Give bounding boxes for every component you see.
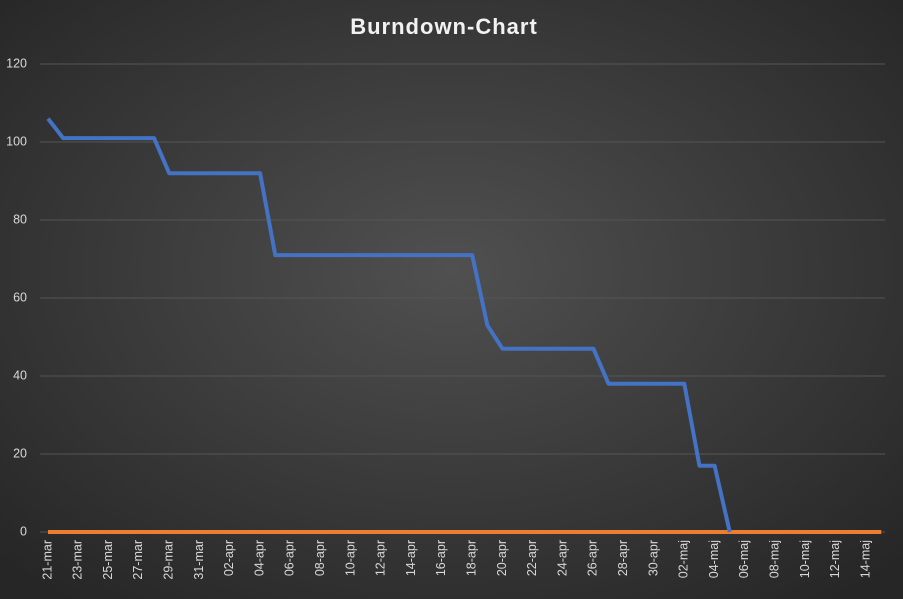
x-tick-label: 12-apr — [374, 540, 388, 576]
x-tick-label: 08-maj — [767, 540, 781, 578]
x-tick-label: 27-mar — [131, 540, 145, 580]
x-tick-label: 16-apr — [434, 540, 448, 576]
x-tick-label: 21-mar — [40, 540, 54, 580]
y-tick-label: 100 — [6, 134, 27, 148]
x-tick-label: 24-apr — [555, 540, 569, 576]
x-tick-label: 25-mar — [101, 540, 115, 580]
y-tick-label: 20 — [13, 446, 27, 460]
y-tick-label: 120 — [6, 56, 27, 70]
x-tick-label: 31-mar — [192, 540, 206, 580]
x-tick-label: 08-apr — [313, 540, 327, 576]
x-tick-label: 02-maj — [677, 540, 691, 578]
chart-title: Burndown-Chart — [350, 14, 538, 39]
x-tick-label: 06-apr — [283, 540, 297, 576]
x-tick-label: 30-apr — [646, 540, 660, 576]
x-tick-label: 29-mar — [161, 540, 175, 580]
x-tick-label: 14-apr — [404, 540, 418, 576]
x-tick-label: 26-apr — [586, 540, 600, 576]
x-tick-label: 06-maj — [737, 540, 751, 578]
x-tick-label: 02-apr — [222, 540, 236, 576]
series-line — [46, 117, 732, 533]
x-tick-label: 18-apr — [464, 540, 478, 576]
x-tick-label: 23-mar — [71, 540, 85, 580]
y-tick-label: 60 — [13, 290, 27, 304]
x-tick-label: 10-maj — [798, 540, 812, 578]
x-tick-label: 04-maj — [707, 540, 721, 578]
y-tick-label: 40 — [13, 368, 27, 382]
y-tick-label: 0 — [20, 524, 27, 538]
x-tick-label: 22-apr — [525, 540, 539, 576]
x-tick-label: 12-maj — [828, 540, 842, 578]
x-tick-label: 10-apr — [343, 540, 357, 576]
x-tick-label: 20-apr — [495, 540, 509, 576]
x-tick-label: 28-apr — [616, 540, 630, 576]
x-tick-label: 14-maj — [858, 540, 872, 578]
x-tick-label: 04-apr — [252, 540, 266, 576]
y-tick-label: 80 — [13, 212, 27, 226]
